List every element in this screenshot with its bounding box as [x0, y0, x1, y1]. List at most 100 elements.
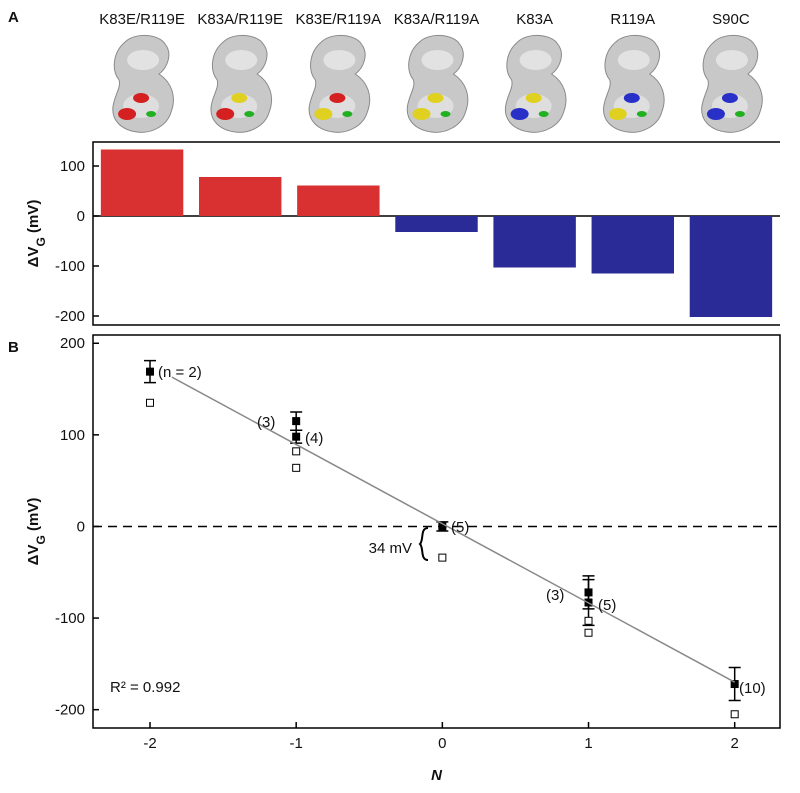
y-axis-label: ΔVG (mV) [25, 200, 48, 268]
point-open [584, 628, 593, 637]
y-axis-label: ΔVG (mV) [25, 498, 48, 566]
x-tick-label: -2 [143, 735, 156, 752]
panel-label: A [8, 9, 19, 26]
y-axis-label-part: (mV) [25, 200, 42, 238]
fit-line [171, 376, 736, 683]
residue-2 [118, 108, 137, 120]
y-tick-label: -200 [55, 702, 85, 719]
residue-3 [244, 111, 255, 117]
residue-2 [314, 108, 333, 120]
y-axis-label-part: (mV) [25, 498, 42, 536]
protein-shade [519, 50, 552, 70]
annotation: (3) [546, 587, 564, 604]
x-tick-label: 2 [731, 735, 739, 752]
y-tick-label: 100 [60, 427, 85, 444]
residue-3 [342, 111, 353, 117]
protein-surface [701, 35, 763, 133]
residue-1 [133, 93, 150, 103]
bar [100, 149, 184, 216]
point-open [292, 463, 301, 472]
protein-shade [421, 50, 454, 70]
panel-label: B [8, 339, 19, 356]
y-axis-label-part: G [34, 535, 48, 544]
protein-shade [617, 50, 650, 70]
residue-2 [412, 108, 431, 120]
protein-shade [127, 50, 160, 70]
residue-3 [734, 111, 745, 117]
protein-surface [406, 35, 469, 133]
protein-shade [715, 50, 748, 70]
bar [198, 177, 282, 216]
y-axis-label-part: ΔV [25, 545, 42, 566]
point-open [584, 616, 593, 625]
protein-surface [112, 35, 174, 133]
category-label: K83A/R119E [197, 11, 283, 28]
protein-shade [323, 50, 356, 70]
y-tick-label: -100 [55, 610, 85, 627]
point-filled [292, 417, 301, 426]
residue-3 [440, 111, 451, 117]
annotation: (5) [598, 597, 616, 614]
axis-frame [92, 334, 781, 729]
x-tick-label: 0 [438, 735, 446, 752]
protein-surface [504, 35, 567, 133]
y-tick-label: 0 [77, 518, 85, 535]
x-tick-label: -1 [290, 735, 303, 752]
protein-surface [308, 35, 371, 133]
annotation: (10) [739, 680, 766, 697]
category-label: K83A/R119A [394, 11, 480, 28]
point-open [730, 710, 739, 719]
category-label: K83A [516, 11, 553, 28]
point-open [146, 398, 155, 407]
residue-2 [706, 108, 725, 120]
residue-1 [329, 93, 346, 103]
axis-frame [92, 141, 780, 326]
residue-2 [608, 108, 627, 120]
bar [689, 216, 773, 317]
residue-2 [510, 108, 529, 120]
y-axis-label-part: ΔV [25, 247, 42, 268]
category-label: R119A [610, 11, 655, 28]
residue-1 [525, 93, 542, 103]
annotation: 34 mV [369, 540, 412, 557]
protein-surface [603, 35, 665, 133]
category-label: K83E/R119E [99, 11, 185, 28]
annotation: (5) [451, 519, 469, 536]
x-tick-label: 1 [584, 735, 592, 752]
y-tick-label: -100 [55, 258, 85, 275]
annotation: (4) [305, 430, 323, 447]
residue-1 [623, 93, 640, 103]
protein-surface [210, 35, 273, 133]
residue-1 [721, 93, 738, 103]
category-label: S90C [712, 11, 750, 28]
protein-images [112, 35, 763, 133]
point-open [438, 553, 447, 562]
point-filled [730, 680, 739, 689]
bar [395, 216, 478, 232]
y-tick-label: -200 [55, 308, 85, 325]
residue-1 [427, 93, 444, 103]
point-filled [292, 432, 301, 441]
residue-1 [231, 93, 248, 103]
brace [418, 527, 429, 561]
point-open [292, 447, 301, 456]
bar [591, 216, 675, 274]
protein-shade [225, 50, 258, 70]
annotation: (3) [257, 414, 275, 431]
x-axis-label: N [431, 767, 443, 784]
residue-3 [636, 111, 647, 117]
residue-3 [146, 111, 157, 117]
category-label: K83E/R119A [296, 11, 382, 28]
y-tick-label: 100 [60, 158, 85, 175]
annotation: (n = 2) [158, 364, 202, 381]
y-axis-label-part: G [34, 237, 48, 246]
residue-3 [538, 111, 549, 117]
bar [297, 185, 380, 216]
y-tick-label: 0 [77, 208, 85, 225]
annotation: R² = 0.992 [110, 679, 180, 696]
y-tick-label: 200 [60, 335, 85, 352]
residue-2 [216, 108, 235, 120]
point-filled [146, 367, 155, 376]
bar [493, 216, 576, 268]
